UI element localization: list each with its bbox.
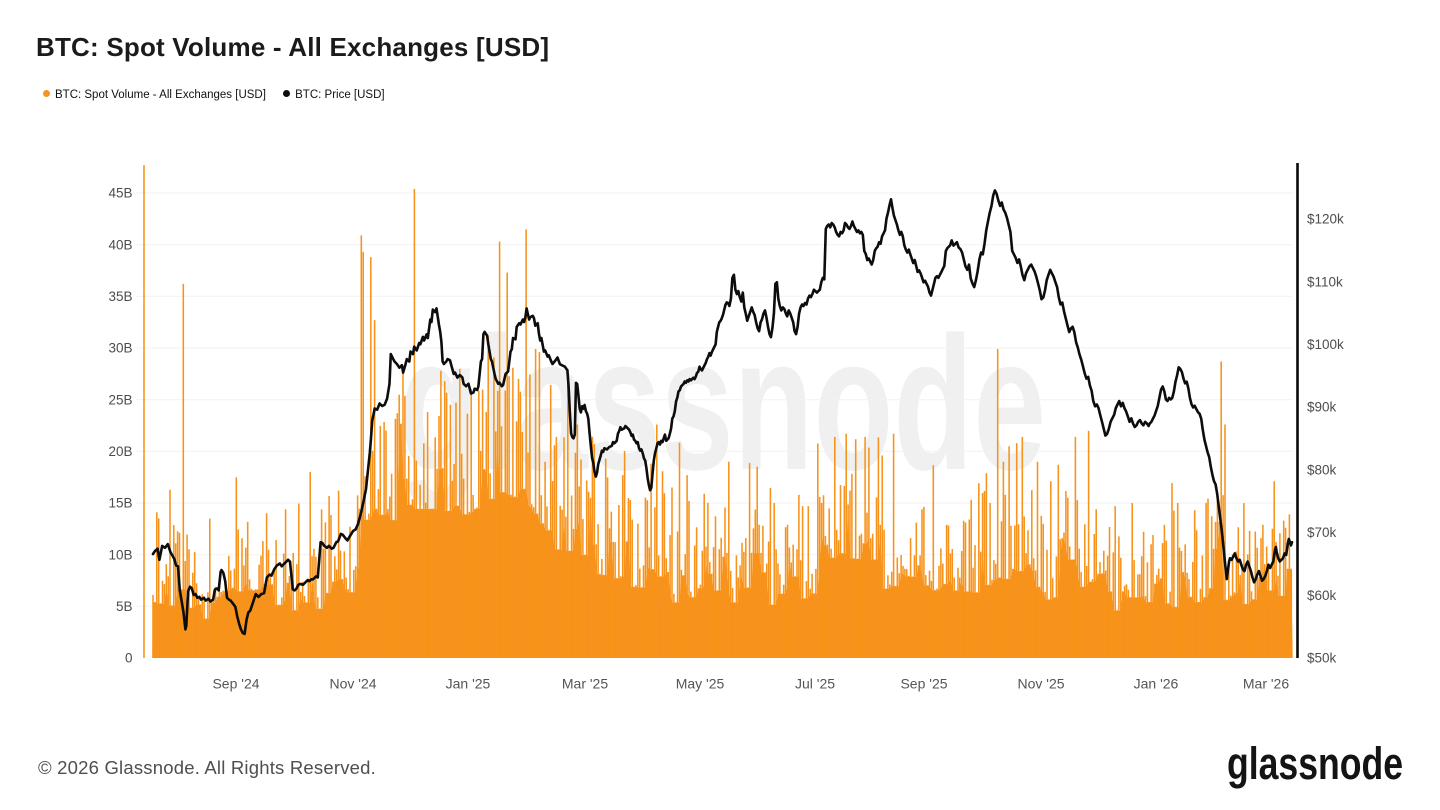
svg-text:Nov '24: Nov '24 [329,676,376,692]
svg-text:glassnode: glassnode [1227,738,1403,789]
svg-text:May '25: May '25 [676,676,725,692]
svg-text:15B: 15B [108,496,132,511]
svg-text:0: 0 [125,651,133,666]
svg-text:$80k: $80k [1307,462,1337,477]
svg-text:Sep '25: Sep '25 [900,676,947,692]
svg-text:10B: 10B [108,547,132,562]
svg-text:$110k: $110k [1307,274,1343,289]
svg-text:40B: 40B [108,237,132,252]
svg-text:$70k: $70k [1307,525,1337,540]
svg-text:20B: 20B [108,444,132,459]
svg-text:35B: 35B [108,289,132,304]
svg-text:30B: 30B [108,341,132,356]
svg-text:$90k: $90k [1307,400,1337,415]
svg-text:Nov '25: Nov '25 [1017,676,1064,692]
svg-text:5B: 5B [116,599,133,614]
svg-text:$100k: $100k [1307,337,1344,352]
svg-text:$50k: $50k [1307,651,1337,666]
svg-text:Sep '24: Sep '24 [212,676,259,692]
svg-text:Jan '25: Jan '25 [446,676,491,692]
svg-text:Jul '25: Jul '25 [795,676,835,692]
svg-text:$120k: $120k [1307,212,1344,227]
svg-text:25B: 25B [108,392,132,407]
svg-text:$60k: $60k [1307,588,1337,603]
svg-text:Mar '25: Mar '25 [562,676,608,692]
svg-text:45B: 45B [108,186,132,201]
svg-text:Jan '26: Jan '26 [1134,676,1179,692]
svg-text:Mar '26: Mar '26 [1243,676,1289,692]
